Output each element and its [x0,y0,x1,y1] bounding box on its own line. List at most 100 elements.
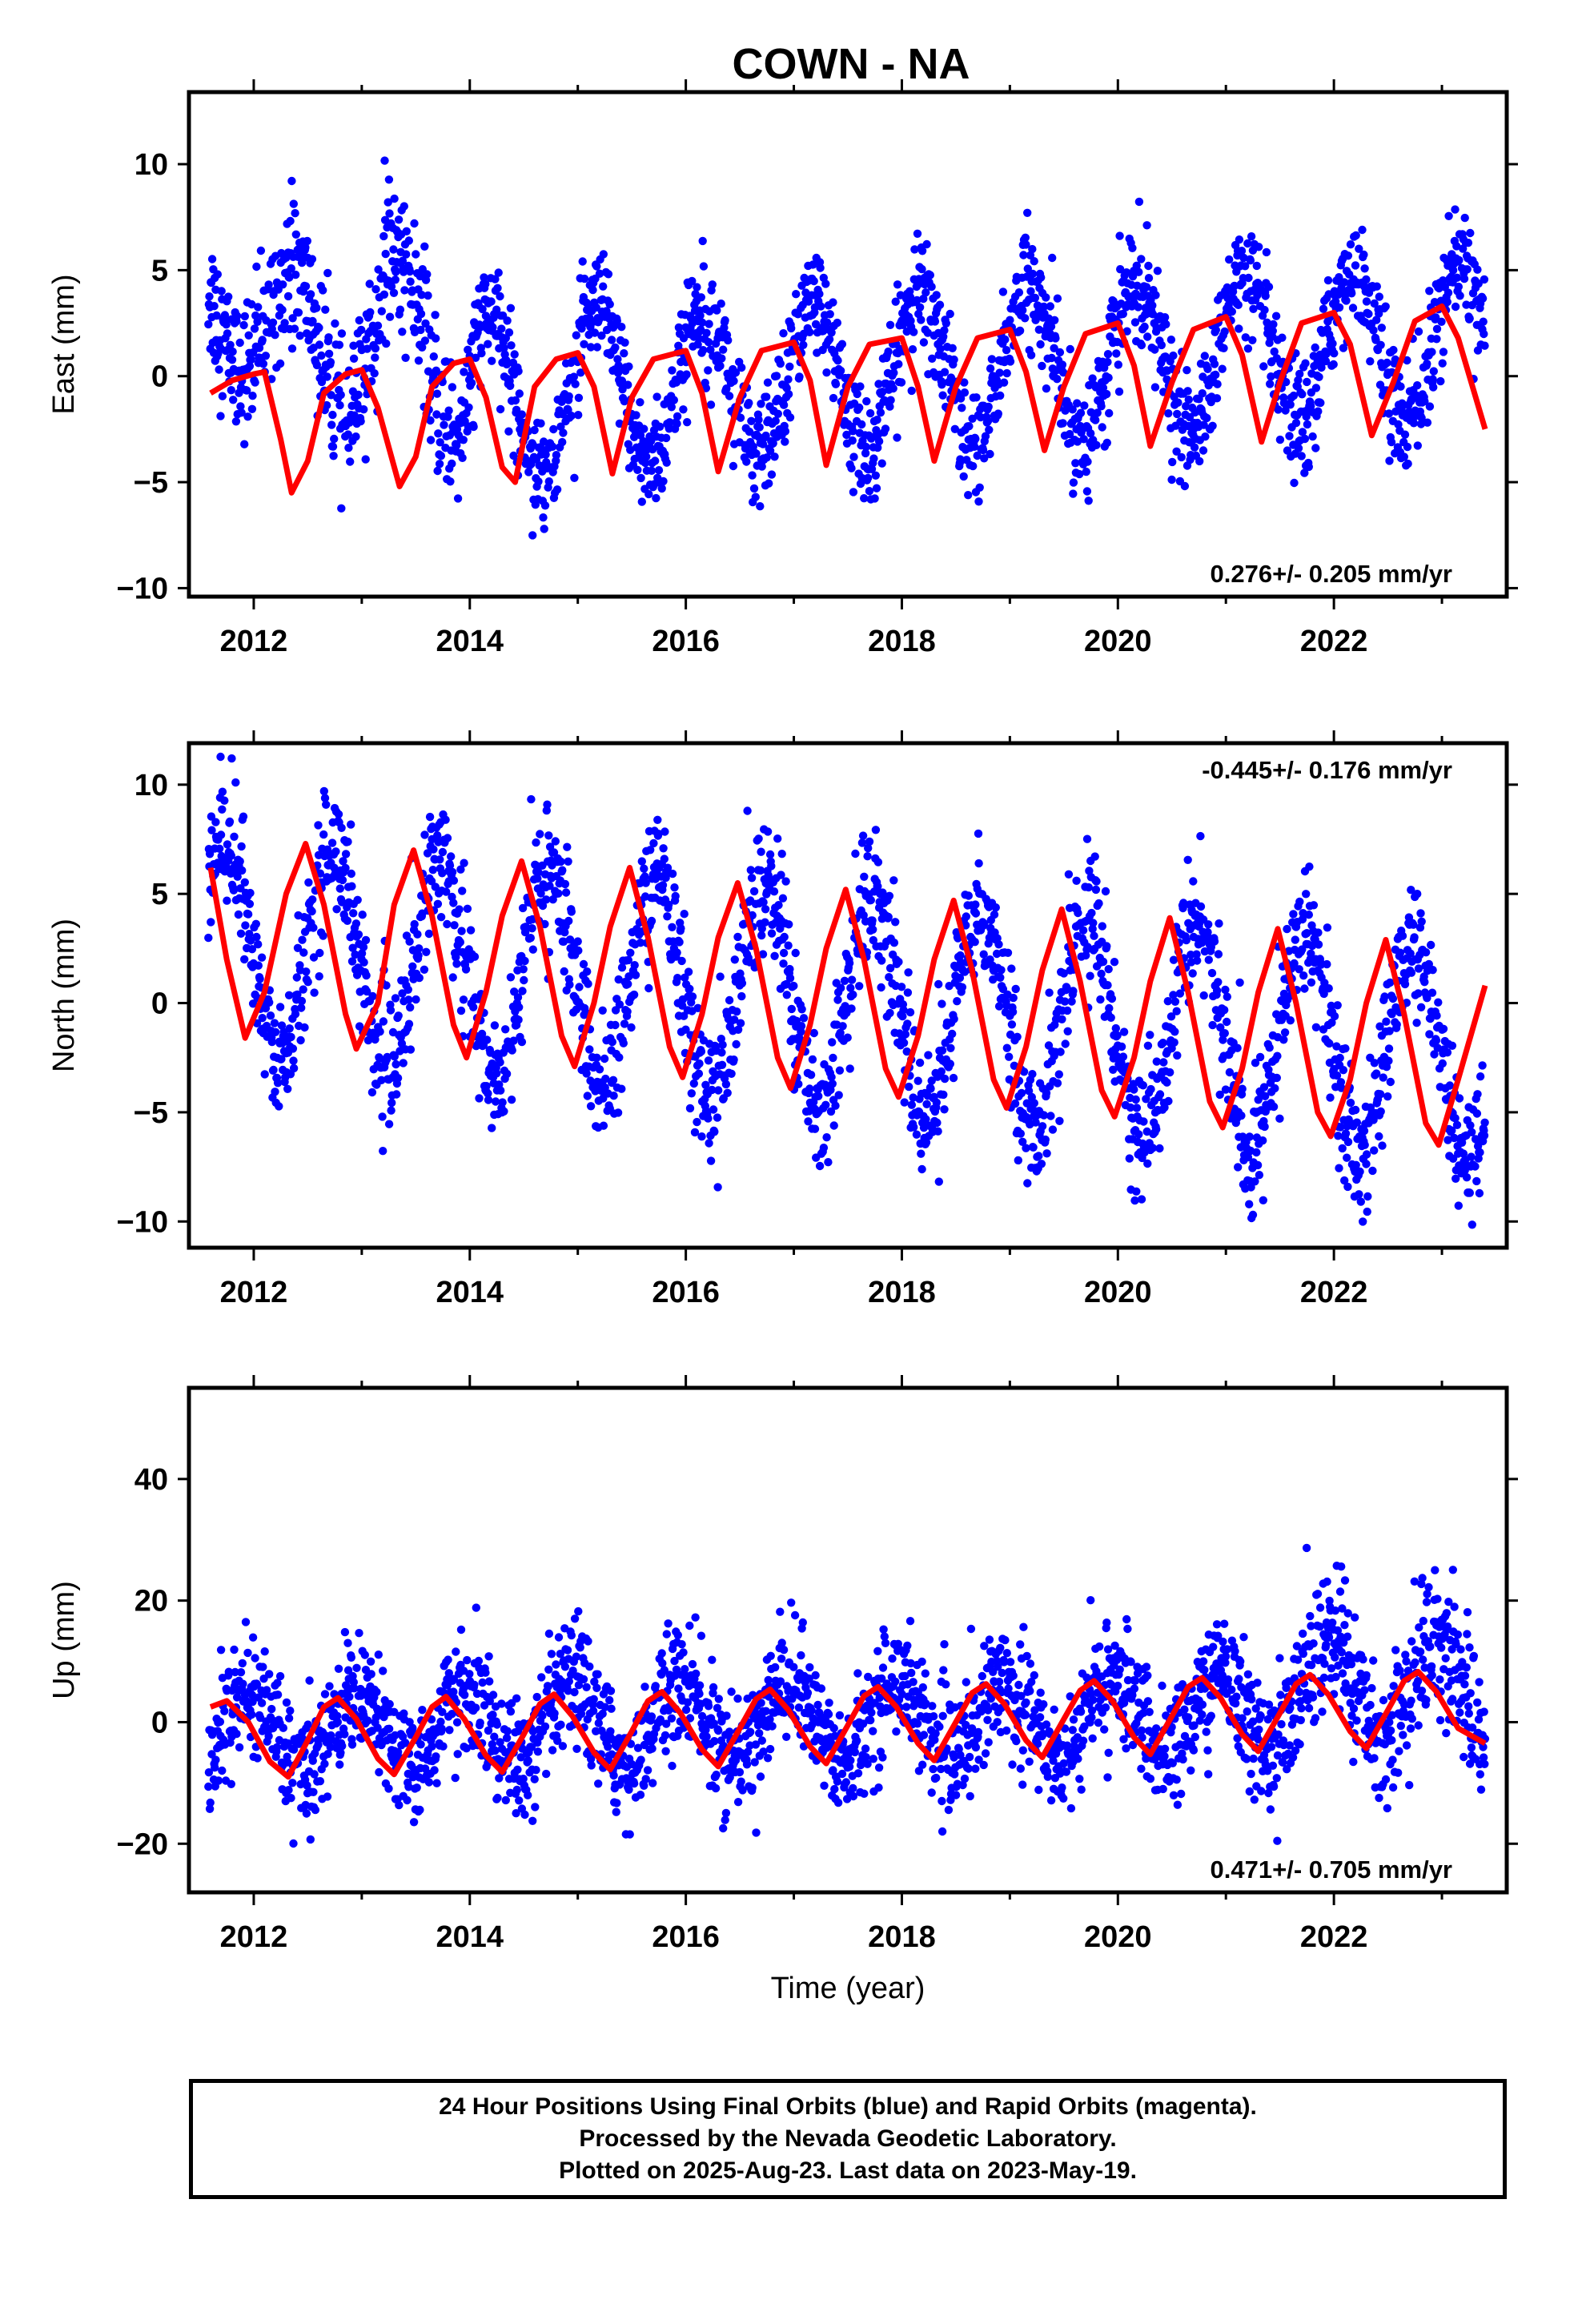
data-point [361,455,370,464]
data-point [885,891,894,901]
data-point [1215,1090,1224,1100]
data-point [704,1114,713,1123]
data-point [950,424,960,433]
data-point [824,1158,833,1167]
data-point [1302,890,1311,899]
data-point [1031,1118,1040,1127]
data-point [873,416,881,424]
data-point [1182,402,1191,411]
data-point [708,280,717,289]
data-point [723,1088,732,1098]
data-point [1391,355,1400,364]
data-point [990,910,999,919]
data-point [877,459,886,468]
data-point [849,990,857,999]
data-point [863,852,872,861]
data-point [1068,405,1077,414]
data-point [881,424,890,433]
data-point [207,812,216,821]
data-point [701,384,711,392]
data-point [1255,1171,1264,1180]
data-point [1351,1160,1360,1170]
data-point [302,967,311,976]
data-point [1303,377,1311,387]
data-point [946,1043,955,1053]
data-point [1220,1029,1230,1038]
data-point [1029,1143,1038,1152]
data-point [722,384,731,393]
data-point [604,270,613,279]
data-point [1336,1123,1345,1132]
data-point [851,849,860,858]
data-point [1097,969,1106,979]
data-point [688,276,697,286]
data-point [1003,948,1013,958]
data-point [1013,1032,1022,1042]
data-point [969,461,978,471]
data-point [1286,400,1295,409]
data-point [615,419,624,428]
data-point [500,344,508,352]
data-point [855,982,864,991]
data-point [324,349,334,358]
data-point [257,1699,267,1707]
data-point [805,1084,814,1093]
data-point [334,1664,343,1673]
data-point [891,297,900,306]
data-point [436,452,446,460]
data-point [1351,1105,1360,1115]
data-point [765,479,773,488]
data-point [432,334,440,343]
data-point [779,959,788,968]
data-point [1055,348,1065,357]
data-point [1002,1043,1012,1052]
data-point [964,891,974,900]
data-point [1420,978,1429,987]
data-point [706,1156,716,1165]
data-point [567,907,576,916]
data-point [421,319,430,328]
data-point [1307,401,1315,411]
data-point [298,935,307,944]
data-point [1356,1197,1366,1206]
data-point [787,1004,796,1014]
data-point [433,466,442,476]
data-point [1137,255,1146,263]
data-point [1476,1148,1484,1157]
data-point [910,245,919,254]
data-point [337,823,346,833]
data-point [1140,322,1149,332]
data-point [218,392,227,400]
data-point [1472,1176,1481,1186]
data-point [433,899,443,909]
data-point [530,425,539,435]
data-point [972,393,981,402]
data-point [1061,1039,1070,1048]
data-point [1379,1073,1387,1082]
data-point [477,1029,487,1039]
y-tick-label: 0 [151,987,168,1021]
data-point [745,958,754,967]
data-point [309,953,319,962]
data-point [939,332,948,341]
data-point [1259,362,1268,371]
data-point [907,386,916,396]
data-point [449,899,458,907]
data-point [1114,387,1124,396]
data-point [370,369,379,378]
data-point [759,898,768,907]
data-point [584,979,592,988]
data-point [275,1671,285,1681]
data-point [1169,351,1178,360]
data-point [444,406,453,415]
data-point [211,818,220,826]
data-point [1423,360,1431,368]
data-point [885,973,893,982]
data-point [1264,283,1274,292]
data-point [459,436,468,444]
data-point [1093,408,1102,417]
data-point [408,962,417,971]
data-point [1451,205,1460,214]
data-point [418,343,427,352]
data-point [1259,1136,1267,1145]
